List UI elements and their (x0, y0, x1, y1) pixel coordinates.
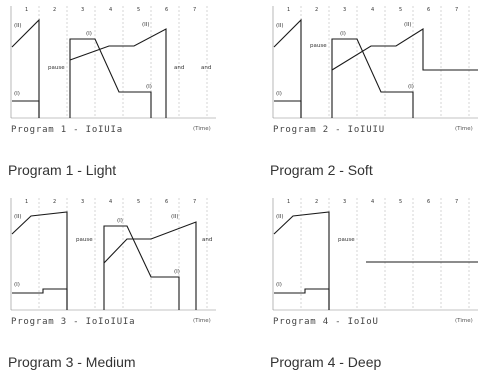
program-title: Program 3 - IoIoIUIa (11, 317, 135, 327)
segment-number: 5 (137, 7, 140, 13)
segment-number: 4 (109, 7, 112, 13)
time-axis-label: (Time) (193, 318, 211, 324)
segment-number: 7 (193, 199, 196, 205)
program-2-chart: 1 2 3 4 5 6 7 (II) (I) pause (I) (II) (I… (272, 6, 478, 135)
segment-dividers (300, 198, 470, 308)
segment-number: 2 (53, 199, 56, 205)
time-axis-label: (Time) (455, 126, 473, 132)
segment-number: 7 (455, 199, 458, 205)
segment-number: 3 (81, 7, 84, 13)
intensity-curves (273, 18, 478, 118)
segment-number: 6 (165, 7, 168, 13)
program-title: Program 2 - IoIUIU (273, 125, 385, 135)
segment-number: 5 (399, 7, 402, 13)
intensity-label: (II) (14, 214, 22, 220)
segment-number: 4 (371, 7, 374, 13)
intensity-label: (I) (276, 91, 282, 97)
segment-number: 1 (25, 199, 28, 205)
segment-number: 4 (371, 199, 374, 205)
program-3-chart: 1 2 3 4 5 6 7 (II) (I) pause (I) (II) (I… (10, 198, 216, 327)
program-title: Program 4 - IoIoU (273, 317, 379, 327)
program-caption: Program 2 - Soft (270, 162, 373, 178)
end-label: and (201, 65, 211, 71)
pause-label: pause (310, 43, 327, 49)
program-caption: Program 1 - Light (8, 162, 117, 178)
segment-number: 2 (315, 199, 318, 205)
program-3-panel: 1 2 3 4 5 6 7 (II) (I) pause (I) (II) (I… (6, 194, 221, 370)
intensity-label: (I) (408, 84, 414, 90)
segment-number: 2 (53, 7, 56, 13)
program-2-panel: 1 2 3 4 5 6 7 (II) (I) pause (I) (II) (I… (268, 2, 483, 178)
curve-labels: (II) (I) pause (I) (II) (I) and and (14, 22, 211, 97)
segment-dividers (38, 6, 208, 116)
segment-number: 3 (343, 199, 346, 205)
intensity-label: (I) (174, 269, 180, 275)
segment-number: 4 (109, 199, 112, 205)
segment-dividers (300, 6, 470, 116)
pause-label: pause (76, 237, 93, 243)
intensity-curves (11, 211, 197, 310)
curve-labels: (II) (I) pause (I) (II) (I) (276, 22, 414, 97)
segment-number: 7 (193, 7, 196, 13)
intensity-label: (II) (276, 23, 284, 29)
segment-number: 3 (343, 7, 346, 13)
program-caption: Program 3 - Medium (8, 354, 136, 370)
segment-number: 1 (25, 7, 28, 13)
intensity-label: (I) (117, 218, 123, 224)
segment-dividers (38, 198, 208, 308)
program-4-panel: 1 2 3 4 5 6 7 (II) (I) pause Program 4 -… (268, 194, 483, 370)
intensity-curves (273, 211, 478, 310)
segment-number: 6 (165, 199, 168, 205)
program-title: Program 1 - IoIUIa (11, 125, 123, 135)
segment-numbers: 1 2 3 4 5 6 7 (287, 7, 458, 13)
intensity-label: (II) (14, 23, 22, 29)
segment-number: 3 (81, 199, 84, 205)
intensity-label: (I) (14, 282, 20, 288)
segment-number: 5 (137, 199, 140, 205)
end-label: and (202, 237, 212, 243)
segment-number: 7 (455, 7, 458, 13)
program-4-chart: 1 2 3 4 5 6 7 (II) (I) pause Program 4 -… (272, 198, 478, 327)
end-label: and (174, 65, 184, 71)
segment-numbers: 1 2 3 4 5 6 7 (25, 7, 196, 13)
program-caption: Program 4 - Deep (270, 354, 382, 370)
time-axis-label: (Time) (193, 126, 211, 132)
intensity-label: (I) (340, 31, 346, 37)
segment-number: 6 (427, 7, 430, 13)
program-1-chart: 1 2 3 4 5 6 7 (II) (I) pause (I) (II) (I… (10, 6, 216, 135)
segment-number: 6 (427, 199, 430, 205)
pause-label: pause (48, 65, 65, 71)
curve-labels: (II) (I) pause (276, 214, 355, 288)
intensity-label: (II) (276, 214, 284, 220)
pause-label: pause (338, 237, 355, 243)
intensity-label: (I) (14, 91, 20, 97)
curve-labels: (II) (I) pause (I) (II) (I) and (14, 214, 212, 288)
segment-numbers: 1 2 3 4 5 6 7 (287, 199, 458, 205)
segment-number: 5 (399, 199, 402, 205)
intensity-curves (11, 18, 167, 118)
intensity-label: (I) (276, 282, 282, 288)
segment-number: 1 (287, 7, 290, 13)
segment-numbers: 1 2 3 4 5 6 7 (25, 199, 196, 205)
segment-number: 1 (287, 199, 290, 205)
intensity-label: (II) (404, 22, 412, 28)
program-1-panel: 1 2 3 4 5 6 7 (II) (I) pause (I) (II) (I… (6, 2, 221, 178)
intensity-label: (I) (86, 31, 92, 37)
intensity-label: (II) (171, 214, 179, 220)
time-axis-label: (Time) (455, 318, 473, 324)
segment-number: 2 (315, 7, 318, 13)
intensity-label: (II) (142, 22, 150, 28)
intensity-label: (I) (146, 84, 152, 90)
